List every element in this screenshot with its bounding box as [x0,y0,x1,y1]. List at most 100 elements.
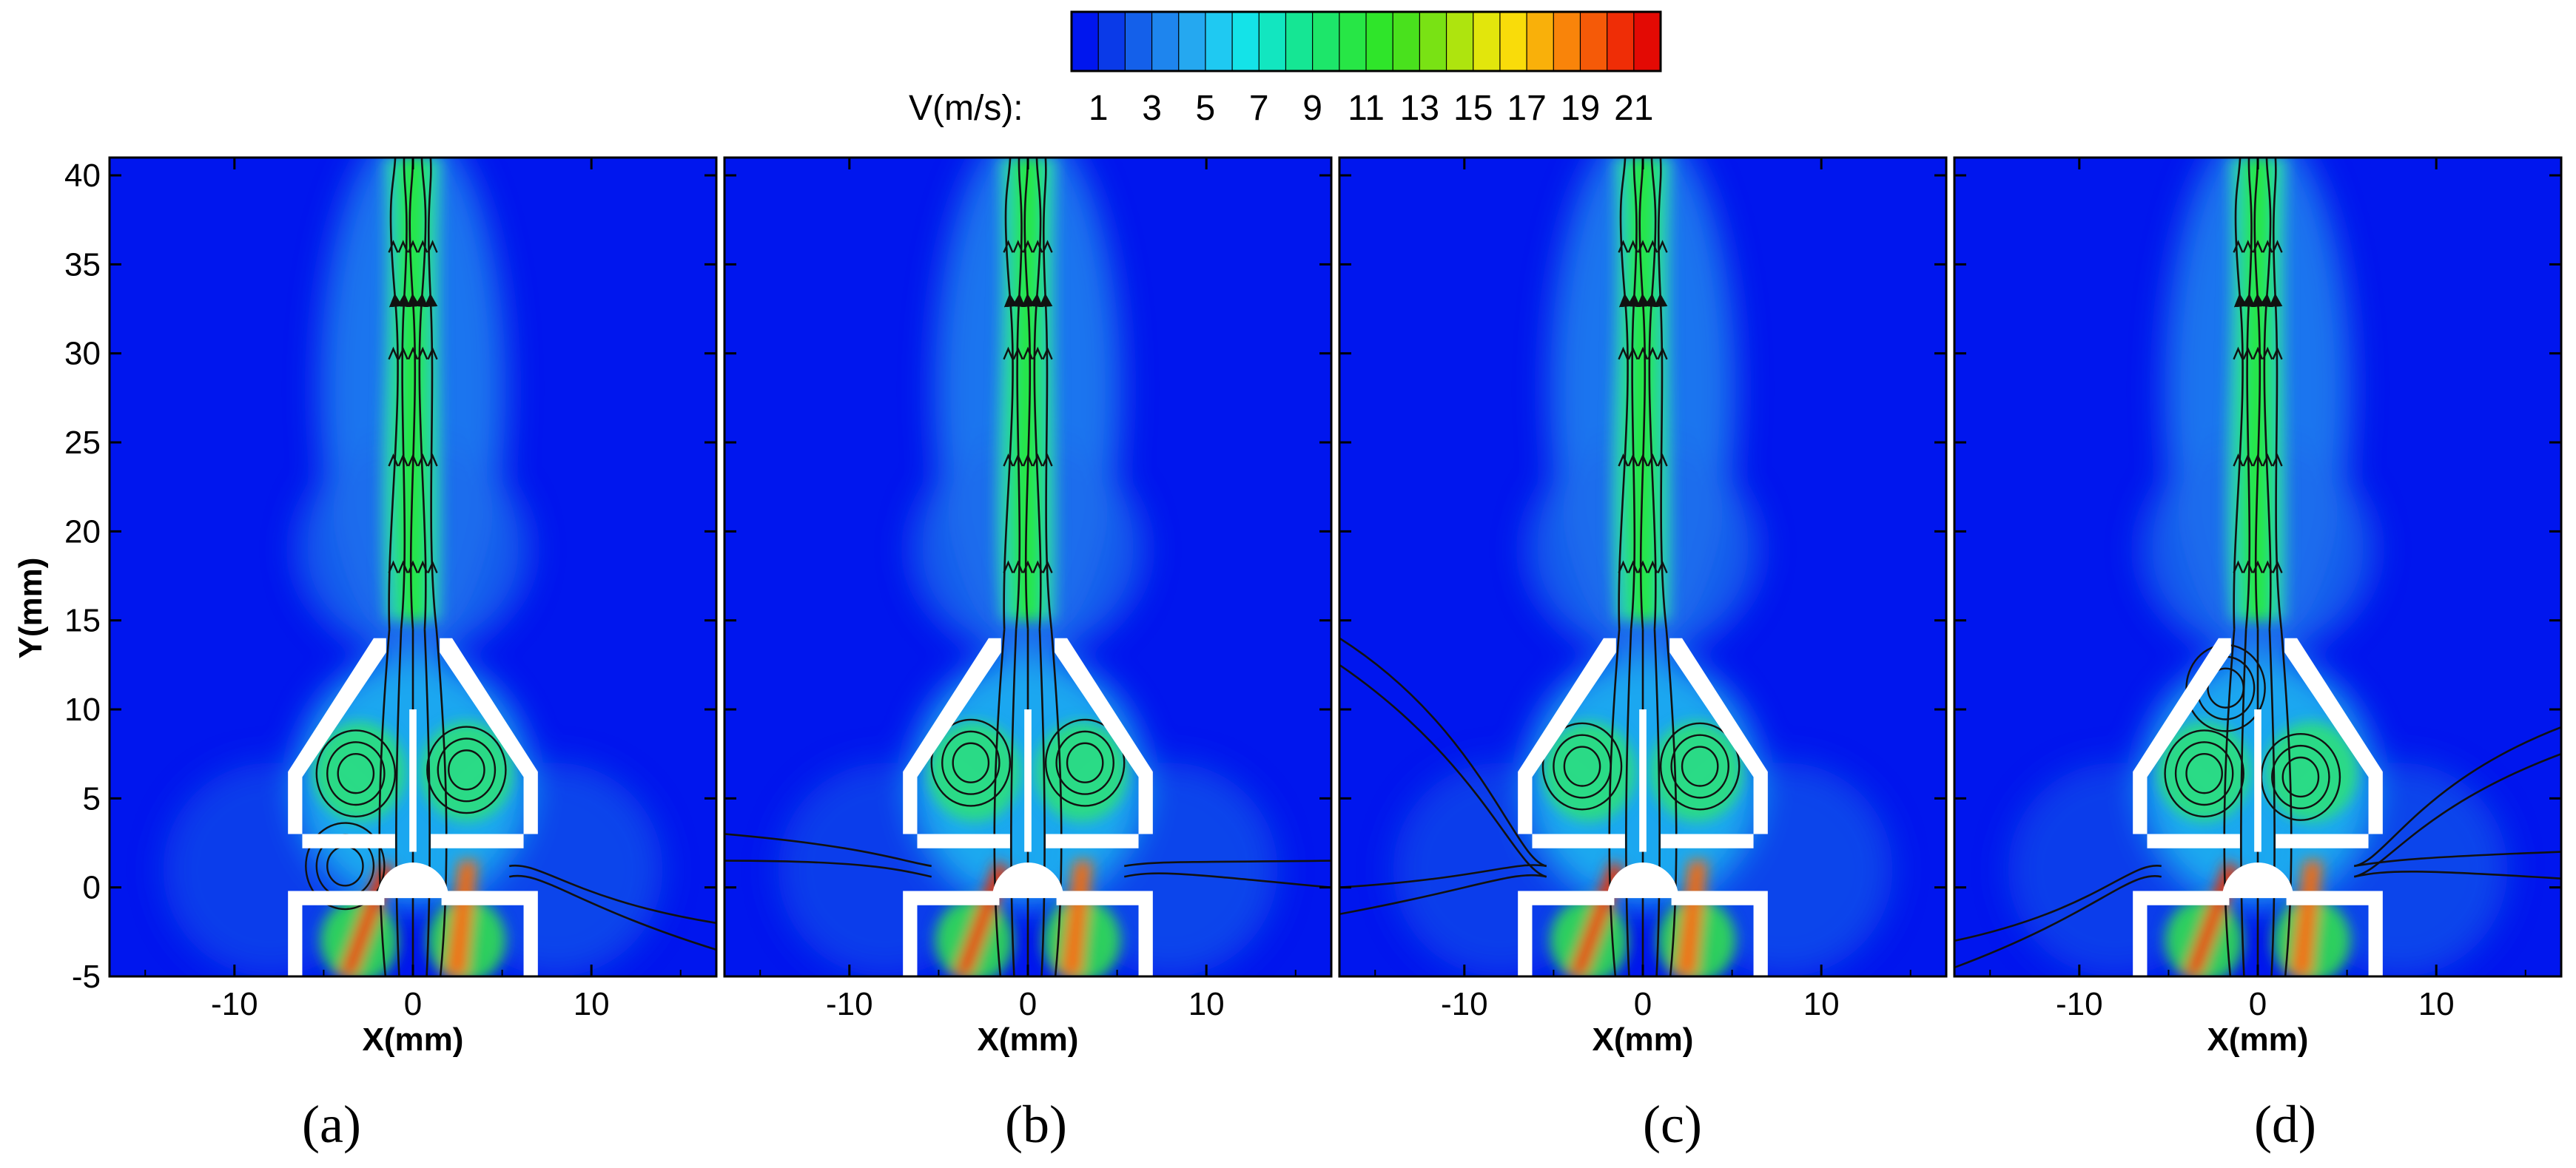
streamline-arrow [1003,346,1014,360]
nozzle-walls [903,638,1153,976]
streamline-arrow [388,240,399,253]
colorbar-swatch [1339,11,1368,72]
streamline-arrow [1042,240,1053,253]
y-tick-label: 15 [64,603,101,639]
streamline-arrow [2262,240,2273,253]
panel-b: -10 0 10 X(mm) [723,156,1333,1058]
streamline [1608,629,1621,976]
streamline [1029,158,1043,629]
nozzle-wall-right [1661,638,1768,848]
colorbar-swatch [1419,11,1447,72]
inlet-streamline [1124,860,1331,868]
inlet-streamline [1339,864,1547,888]
colorbar-tick-label: 19 [1561,89,1600,128]
nozzle-walls [1518,638,1768,976]
colorbar-swatch [1124,11,1153,72]
streamline [1625,629,1632,976]
inlet-wall-left [1518,891,1615,976]
nozzle-walls [2133,638,2383,976]
streamline-arrow [427,560,438,573]
streamline-arrow [1012,346,1023,360]
streamline-arrow [2233,560,2244,573]
x-axis-title: X(mm) [1593,1022,1694,1058]
panel-a: -10 0 10 -5 0 5 10 15 20 25 30 35 40 X(mm) [64,156,718,1058]
colorbar-swatch [1365,11,1394,72]
inlet-streamline [509,864,716,925]
vortex [426,726,507,814]
streamline-arrow [407,453,419,467]
streamline [397,158,411,629]
streamline-arrow [1022,453,1034,467]
inlet-streamline [508,874,716,951]
colorbar-tick-label: 13 [1400,89,1439,128]
streamline-arrow [1032,560,1043,573]
colorbar-frame [1070,10,1662,72]
streamline-arrow [1003,560,1014,573]
colorbar-tick-label: 9 [1302,89,1322,128]
streamline-arrow [2252,240,2264,253]
x-tick-label: 0 [2249,986,2267,1022]
x-axis-title: X(mm) [363,1022,464,1058]
streamline-arrow [2242,240,2253,253]
panel-letter-a: (a) [302,1095,361,1154]
streamline-arrow [1032,346,1043,360]
streamline [1654,158,1668,629]
colorbar-swatch [1553,11,1581,72]
streamline-arrow [1657,453,1668,467]
streamline-arrow [1637,240,1649,253]
velocity-field [1954,158,2561,976]
inlet-streamline [1339,637,1547,868]
y-axis-title: Y(mm) [13,558,49,659]
streamline-arrow [1003,453,1014,467]
streamline [1003,158,1018,629]
colorbar-tick-label: 21 [1614,89,1653,128]
colorbar-tick-label: 1 [1089,89,1109,128]
panel-letter-c: (c) [1643,1095,1702,1154]
y-tick-label: 10 [64,692,101,728]
streamline-arrow [1627,560,1638,573]
panel-letter-b: (b) [1005,1095,1067,1154]
streamline-arrow [1657,560,1668,573]
streamline [993,629,1006,976]
streamline-arrow [427,240,438,253]
x-tick-label: 10 [1188,986,1225,1022]
inlet-wall-left [903,891,1000,976]
inlet-wall-left [2133,891,2230,976]
inlet-streamline [1339,664,1547,878]
colorbar-swatch [1071,11,1100,72]
streamline [2240,629,2247,976]
x-tick-label: 10 [1803,986,1840,1022]
x-tick-label: -10 [211,986,258,1022]
streamline-arrow [388,346,399,360]
streamline-arrow [1032,240,1043,253]
y-tick-label: 30 [64,336,101,372]
colorbar-swatch [1633,11,1662,72]
velocity-field [110,158,716,976]
streamline-arrow [1022,346,1034,360]
streamline-arrow [417,453,428,467]
colorbar-swatch [1097,11,1126,72]
streamline-arrow [407,346,419,360]
center-dome [377,863,449,899]
colorbar-tick-label: 11 [1348,89,1385,128]
y-tick-label: 40 [64,158,101,194]
streamline-arrow [2262,453,2273,467]
streamline-arrow [397,240,408,253]
inlet-streamline [1123,872,1331,888]
colorbar: V(m/s): 1 3 5 7 9 11 13 15 17 19 21 [909,10,1662,128]
streamline-arrow [427,453,438,467]
streamline-arrow [2233,453,2244,467]
colorbar-swatch [1178,11,1207,72]
streamline-arrow [1647,453,1658,467]
streamline-arrow [1647,346,1658,360]
streamline [424,158,438,629]
streamline [1039,158,1053,629]
velocity-field [1339,158,1946,976]
streamline [388,158,403,629]
x-tick-label: 0 [404,986,422,1022]
streamline [378,629,391,976]
streamline-arrow [2242,453,2253,467]
x-tick-label: 10 [2418,986,2455,1022]
streamline-arrow [2252,453,2264,467]
nozzle-wall-right [1046,638,1153,848]
